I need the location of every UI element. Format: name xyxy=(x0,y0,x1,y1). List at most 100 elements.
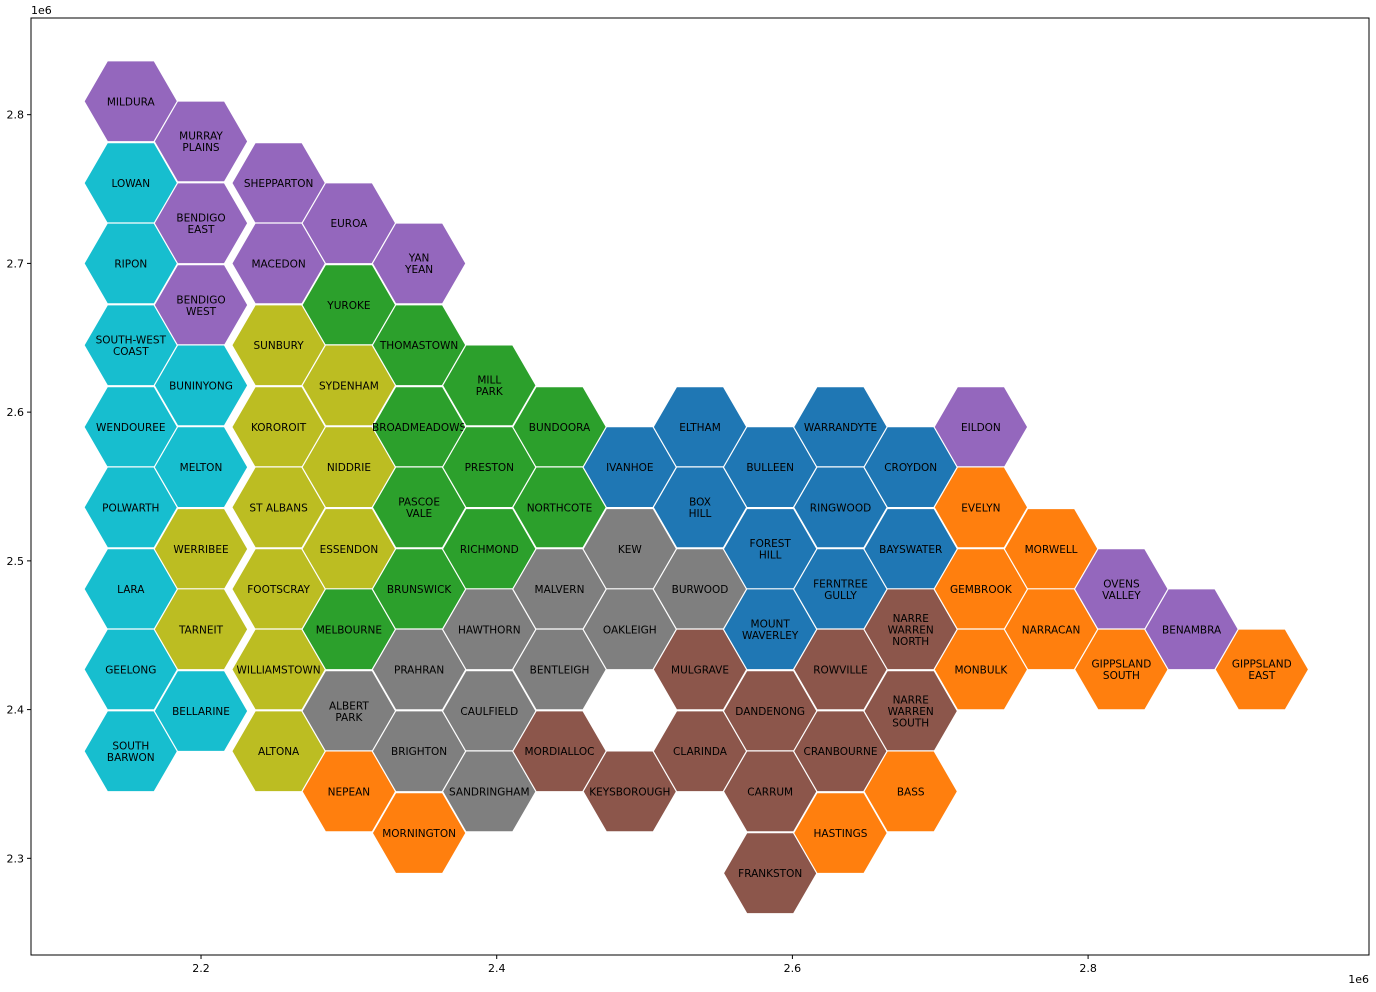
district-label-st-albans: ST ALBANS xyxy=(249,502,308,514)
district-label-caulfield: CAULFIELD xyxy=(460,706,518,718)
district-label-croydon: CROYDON xyxy=(884,462,937,474)
district-hex-bellarine xyxy=(153,669,249,753)
district-label-dandenong: DANDENONG xyxy=(735,706,805,718)
district-hex-buninyong xyxy=(153,344,249,427)
district-label-pascoe-vale: PASCOE VALE xyxy=(398,497,440,520)
district-label-cranbourne: CRANBOURNE xyxy=(804,746,878,758)
district-label-sandringham: SANDRINGHAM xyxy=(449,786,530,798)
district-label-melton: MELTON xyxy=(180,462,223,474)
district-label-narre-warren-north: NARRE WARREN NORTH xyxy=(888,613,934,648)
district-label-bendigo-west: BENDIGO WEST xyxy=(176,294,225,318)
district-label-sydenham: SYDENHAM xyxy=(319,380,379,392)
district-label-carrum: CARRUM xyxy=(747,786,793,798)
district-hex-gippsland-east xyxy=(1214,628,1310,711)
district-label-bayswater: BAYSWATER xyxy=(879,544,942,556)
district-label-gippsland-east: GIPPSLAND EAST xyxy=(1232,659,1292,683)
district-label-monbulk: MONBULK xyxy=(954,664,1008,676)
district-label-ovens-valley: OVENS VALLEY xyxy=(1102,578,1141,602)
district-label-northcote: NORTHCOTE xyxy=(527,502,593,514)
district-label-ringwood: RINGWOOD xyxy=(810,502,871,514)
district-label-williamstown: WILLIAMSTOWN xyxy=(237,664,321,676)
district-label-nepean: NEPEAN xyxy=(328,786,371,798)
district-hex-hastings xyxy=(792,791,888,875)
district-label-altona: ALTONA xyxy=(258,746,300,758)
x-tick-label: 2.6 xyxy=(784,962,802,975)
district-label-mill-park: MILL PARK xyxy=(476,375,504,399)
district-label-lowan: LOWAN xyxy=(112,178,151,190)
district-label-frankston: FRANKSTON xyxy=(738,868,802,880)
district-label-ferntree-gully: FERNTREE GULLY xyxy=(813,578,868,602)
district-label-niddrie: NIDDRIE xyxy=(327,462,371,474)
district-label-bentleigh: BENTLEIGH xyxy=(530,664,590,676)
district-label-brighton: BRIGHTON xyxy=(391,746,447,758)
district-label-shepparton: SHEPPARTON xyxy=(244,178,313,190)
district-label-wendouree: WENDOUREE xyxy=(96,422,165,434)
district-label-eltham: ELTHAM xyxy=(679,422,721,434)
y-tick-label: 2.3 xyxy=(7,852,25,865)
district-label-melbourne: MELBOURNE xyxy=(316,624,382,636)
district-hex-mill-park xyxy=(441,344,537,427)
x-offset-label: 1e6 xyxy=(1348,973,1369,986)
district-label-gembrook: GEMBROOK xyxy=(950,584,1013,596)
district-hex-evelyn xyxy=(933,466,1029,549)
district-label-ivanhoe: IVANHOE xyxy=(606,462,653,474)
district-label-thomastown: THOMASTOWN xyxy=(379,340,458,352)
district-label-bendigo-east: BENDIGO EAST xyxy=(176,213,225,237)
district-label-rowville: ROWVILLE xyxy=(813,664,868,676)
district-label-morwell: MORWELL xyxy=(1025,544,1078,556)
x-tick-label: 2.8 xyxy=(1079,962,1097,975)
district-label-malvern: MALVERN xyxy=(535,584,585,596)
district-label-ripon: RIPON xyxy=(114,258,147,270)
district-label-yan-yean: YAN YEAN xyxy=(404,253,433,277)
district-hex-murray-plains xyxy=(153,100,249,183)
y-tick-label: 2.6 xyxy=(7,406,25,419)
district-label-bass: BASS xyxy=(897,786,925,798)
district-label-warrandyte: WARRANDYTE xyxy=(804,422,877,434)
y-tick-label: 2.8 xyxy=(7,109,25,122)
district-label-preston: PRESTON xyxy=(465,462,514,474)
district-label-sunbury: SUNBURY xyxy=(254,340,305,352)
district-label-murray-plains: MURRAY PLAINS xyxy=(179,131,223,155)
district-hex-bass xyxy=(863,750,959,833)
district-label-kororoit: KOROROIT xyxy=(251,422,307,434)
district-label-narracan: NARRACAN xyxy=(1022,624,1081,636)
district-label-keysborough: KEYSBOROUGH xyxy=(589,786,670,798)
district-label-essendon: ESSENDON xyxy=(320,544,379,556)
district-label-bellarine: BELLARINE xyxy=(172,706,230,718)
district-label-evelyn: EVELYN xyxy=(961,502,1000,514)
axis-ticks: 2.2 2.4 2.6 2.8 2.3 2.4 2.5 2.6 2.7 2.8 xyxy=(7,109,1097,975)
district-label-geelong: GEELONG xyxy=(105,664,156,676)
district-label-albert-park: ALBERT PARK xyxy=(329,700,369,724)
district-hex-melton xyxy=(153,426,249,509)
district-label-mordialloc: MORDIALLOC xyxy=(525,746,595,758)
district-label-bundoora: BUNDOORA xyxy=(529,422,591,434)
district-hex-mornington xyxy=(371,791,467,875)
y-offset-label: 1e6 xyxy=(31,4,52,17)
district-label-eildon: EILDON xyxy=(961,422,1001,434)
district-label-brunswick: BRUNSWICK xyxy=(387,584,453,596)
district-label-south-west-coast: SOUTH-WEST COAST xyxy=(96,335,167,359)
x-tick-label: 2.4 xyxy=(488,962,506,975)
district-label-macedon: MACEDON xyxy=(251,258,305,270)
district-label-euroa: EUROA xyxy=(330,218,368,230)
y-tick-label: 2.5 xyxy=(7,555,25,568)
district-label-oakleigh: OAKLEIGH xyxy=(603,624,657,636)
x-tick-label: 2.2 xyxy=(192,962,210,975)
district-label-box-hill: BOX HILL xyxy=(689,497,712,520)
district-label-bulleen: BULLEEN xyxy=(746,462,794,474)
district-label-narre-warren-south: NARRE WARREN SOUTH xyxy=(888,695,934,730)
district-label-clarinda: CLARINDA xyxy=(673,746,728,758)
district-label-prahran: PRAHRAN xyxy=(394,664,444,676)
district-label-hastings: HASTINGS xyxy=(814,828,868,840)
district-hex-bendigo-east xyxy=(153,182,249,265)
axes-frame xyxy=(30,17,1370,956)
district-label-south-barwon: SOUTH BARWON xyxy=(107,741,155,765)
district-label-richmond: RICHMOND xyxy=(460,544,519,556)
district-label-gippsland-south: GIPPSLAND SOUTH xyxy=(1092,659,1152,683)
district-label-tarneit: TARNEIT xyxy=(178,624,224,636)
district-hex-tarneit xyxy=(153,588,249,671)
district-label-burwood: BURWOOD xyxy=(672,584,729,596)
district-label-werribee: WERRIBEE xyxy=(173,544,228,556)
district-label-yuroke: YUROKE xyxy=(326,300,370,312)
